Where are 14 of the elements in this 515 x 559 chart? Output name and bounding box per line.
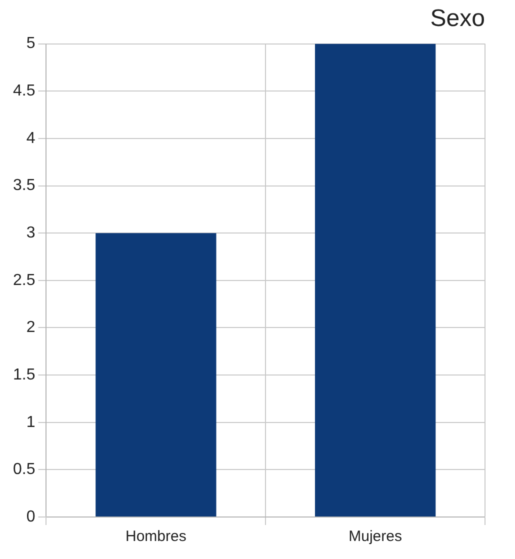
y-tick-label: 2: [26, 319, 36, 336]
y-tick-label: 3: [26, 224, 36, 242]
y-tick-label: 4: [26, 130, 36, 147]
y-tick-label: 1.5: [12, 366, 36, 384]
y-tick-label: 0: [26, 508, 36, 526]
chart-title: Sexo: [430, 5, 485, 32]
y-tick-label: 3.5: [12, 177, 36, 194]
y-tick-label: 4.5: [12, 82, 36, 100]
x-tick-label: Hombres: [126, 528, 186, 546]
y-tick-label: 5: [26, 35, 36, 52]
y-tick-label: 1: [26, 414, 36, 431]
y-tick-label: 2.5: [12, 272, 36, 289]
y-tick-label: 0.5: [12, 461, 36, 478]
x-tick-label: Mujeres: [348, 528, 402, 546]
